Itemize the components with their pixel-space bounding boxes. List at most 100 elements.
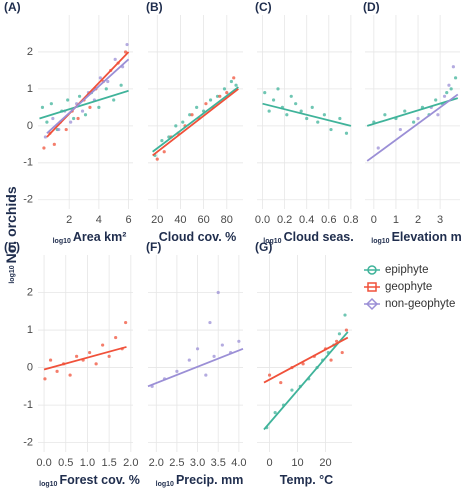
- x-tick-label: 60: [197, 214, 209, 226]
- point: [344, 328, 349, 332]
- fit-line: [43, 346, 127, 371]
- x-label-prefix: log10: [263, 238, 281, 245]
- point: [232, 76, 236, 80]
- fit-line: [152, 88, 239, 157]
- point: [449, 87, 453, 91]
- x-tick-label: 2.0: [123, 457, 138, 469]
- point: [453, 76, 458, 80]
- point: [215, 94, 220, 98]
- point: [329, 358, 333, 362]
- point: [204, 102, 208, 106]
- x-tick-label: 3.5: [211, 457, 226, 469]
- point: [316, 120, 320, 124]
- x-tick-label: 20: [151, 214, 163, 226]
- point: [94, 362, 98, 366]
- point: [72, 116, 76, 121]
- x-tick-label: 1.5: [101, 457, 116, 469]
- point: [188, 113, 192, 117]
- point: [66, 98, 70, 102]
- fit-line: [147, 347, 244, 388]
- point: [442, 94, 447, 98]
- panel-label: (B): [146, 0, 163, 14]
- point: [125, 42, 129, 47]
- x-axis-label: log10 Forest cov. %: [39, 473, 140, 488]
- fit-line: [46, 51, 130, 138]
- x-axis-label: log10 Elevation m: [371, 230, 461, 245]
- point: [190, 113, 194, 117]
- x-tick-label: 2: [66, 214, 72, 226]
- x-tick-label: 0.0: [36, 457, 51, 469]
- x-axis-label: log10 Area km²: [53, 230, 127, 245]
- point: [271, 98, 276, 102]
- x-tick-label: 0.8: [343, 214, 358, 226]
- point: [124, 320, 128, 325]
- x-tick-label: 1.0: [80, 457, 95, 469]
- panel-label: (F): [146, 240, 161, 254]
- point: [119, 83, 123, 87]
- x-tick-label: 4: [96, 214, 102, 226]
- x-label-prefix: log10: [371, 238, 389, 245]
- x-tick-label: 2.5: [169, 457, 184, 469]
- x-label: Area km²: [73, 230, 127, 244]
- point: [64, 127, 68, 132]
- x-tick-label: 0.6: [321, 214, 336, 226]
- point: [42, 146, 46, 150]
- y-tick-label: 0: [27, 120, 33, 132]
- point: [76, 116, 80, 121]
- panel-label: (C): [255, 0, 272, 14]
- point: [112, 98, 116, 102]
- legend-label: epiphyte: [385, 264, 428, 276]
- point: [279, 380, 283, 385]
- point: [289, 94, 293, 98]
- panel-label: (A): [4, 0, 21, 14]
- point: [398, 127, 402, 132]
- point: [337, 332, 342, 336]
- point: [445, 91, 449, 95]
- point: [294, 102, 298, 106]
- panel-label: (E): [4, 240, 20, 254]
- point: [412, 120, 416, 124]
- point: [40, 105, 45, 109]
- point: [106, 79, 110, 84]
- point: [57, 127, 61, 132]
- point: [208, 98, 213, 102]
- point: [216, 290, 220, 295]
- legend-symbol: [365, 297, 379, 311]
- point: [416, 116, 420, 121]
- point: [51, 116, 55, 121]
- point: [267, 109, 271, 113]
- point: [80, 109, 85, 113]
- point: [123, 50, 128, 54]
- point: [68, 373, 72, 377]
- point: [237, 339, 241, 343]
- point: [234, 83, 238, 87]
- point: [310, 105, 314, 109]
- fit-line: [262, 102, 352, 127]
- point: [107, 354, 111, 358]
- point: [376, 146, 380, 150]
- point: [344, 131, 349, 135]
- x-tick-label: 6: [125, 214, 131, 226]
- x-label: Cloud cov. %: [159, 230, 237, 244]
- x-tick-label: 0.4: [299, 214, 314, 226]
- point: [97, 105, 101, 109]
- point: [403, 109, 407, 113]
- point: [434, 98, 438, 102]
- x-label: Cloud seas.: [284, 230, 354, 244]
- x-tick-label: 10: [291, 457, 303, 469]
- point: [160, 139, 164, 143]
- point: [220, 343, 224, 347]
- x-tick-label: 0: [371, 214, 377, 226]
- point: [69, 120, 73, 124]
- point: [45, 120, 49, 124]
- point: [335, 339, 339, 343]
- x-tick-label: 40: [174, 214, 186, 226]
- x-tick-label: 20: [319, 457, 331, 469]
- x-tick-label: 4.0: [231, 457, 246, 469]
- y-tick-label: -2: [23, 194, 33, 206]
- x-label: Elevation m: [392, 230, 462, 244]
- fit-line: [366, 93, 459, 162]
- x-tick-label: 0.5: [58, 457, 73, 469]
- point: [290, 388, 294, 392]
- fit-line: [263, 336, 349, 384]
